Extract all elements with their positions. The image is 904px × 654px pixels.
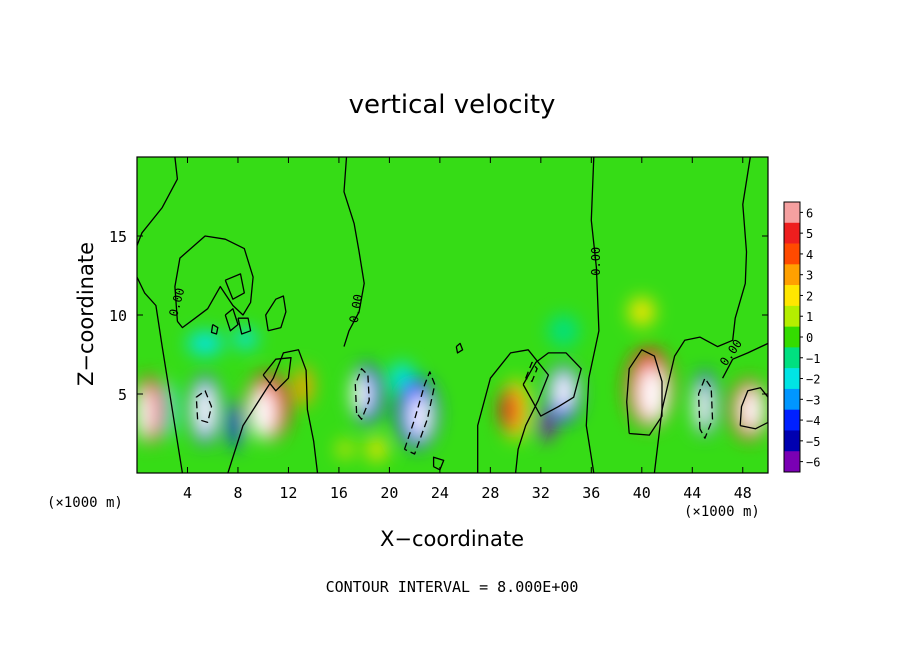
colorbar-label: 5	[806, 227, 813, 241]
heatmap-cell	[250, 387, 276, 439]
heatmap-cell	[538, 409, 554, 442]
colorbar-label: −2	[806, 373, 820, 387]
contour-line	[224, 308, 239, 332]
x-tick-label: 32	[532, 484, 550, 502]
contour-line	[354, 368, 370, 420]
contour-line	[137, 276, 184, 473]
y-tick-label: 5	[118, 386, 127, 404]
colorbar-label: −3	[806, 393, 820, 407]
contour-line	[722, 342, 768, 379]
contour-line	[343, 157, 365, 347]
x-tick-label: 36	[582, 484, 600, 502]
colorbar-swatch	[784, 264, 800, 286]
colorbar-label: −5	[806, 435, 820, 449]
heatmap-cell	[234, 328, 257, 349]
colorbar-label: 3	[806, 269, 813, 283]
x-tick-label: 8	[233, 484, 242, 502]
contour-line	[739, 387, 768, 430]
x-unit-right: (×1000 m)	[684, 504, 760, 520]
heatmap-cell	[696, 382, 712, 431]
contour-line	[195, 390, 213, 424]
contour-line	[210, 323, 219, 335]
colorbar-swatch	[784, 222, 800, 244]
contour-line	[525, 361, 538, 383]
x-tick-label: 4	[183, 484, 192, 502]
x-tick-label: 12	[279, 484, 297, 502]
contour-line	[262, 357, 292, 392]
x-tick-label: 44	[683, 484, 701, 502]
contour-line	[653, 157, 751, 473]
colorbar-label: 1	[806, 310, 813, 324]
contour-line	[697, 377, 714, 439]
x-tick-label: 24	[431, 484, 449, 502]
colorbar-swatch	[784, 430, 800, 452]
heatmap-cell	[367, 437, 387, 462]
colorbar-label: −4	[806, 414, 820, 428]
heatmap-cell	[638, 366, 666, 422]
x-tick-label: 20	[380, 484, 398, 502]
x-axis-ticks: 4 8 12 16 20 24 28 32 36 40 44 48	[183, 157, 752, 502]
heatmap-cell	[294, 366, 313, 406]
heatmap-cell	[548, 315, 579, 347]
contour-line	[522, 352, 582, 417]
heatmap-cell	[229, 401, 242, 450]
heatmap-cell	[629, 297, 655, 327]
x-unit-left: (×1000 m)	[47, 495, 123, 511]
heatmap-cell	[137, 386, 153, 440]
colorbar-label: 2	[806, 289, 813, 303]
chart-title: vertical velocity	[349, 90, 556, 120]
colorbar: 6 5 4 3 2 1 0 −1 −2 −3 −4 −5 −6	[783, 201, 820, 473]
contour-line	[224, 273, 245, 300]
colorbar-swatch	[784, 388, 800, 410]
colorbar-label: −1	[806, 352, 820, 366]
colorbar-swatch	[784, 451, 800, 473]
contour-line	[265, 295, 287, 332]
y-tick-label: 15	[109, 228, 127, 246]
heatmap-cell	[500, 386, 521, 434]
colorbar-swatch	[784, 285, 800, 307]
heatmap-cell	[187, 331, 223, 356]
colorbar-swatch	[784, 305, 800, 327]
x-tick-label: 16	[330, 484, 348, 502]
heatmap-cell	[195, 383, 216, 436]
colorbar-swatch	[784, 347, 800, 369]
contour-label: 0.00	[347, 293, 366, 324]
colorbar-label: 4	[806, 248, 813, 262]
x-tick-label: 28	[481, 484, 499, 502]
heatmap-cell	[352, 374, 371, 414]
contour-line	[626, 349, 663, 436]
contour-label: 0.00	[589, 247, 603, 276]
colorbar-swatch	[784, 202, 800, 224]
heatmap-layer	[137, 157, 768, 473]
contour-line	[477, 349, 550, 473]
heatmap-cell	[337, 441, 353, 458]
x-tick-label: 40	[633, 484, 651, 502]
colorbar-label: 0	[806, 331, 813, 345]
colorbar-swatch	[784, 243, 800, 265]
x-axis-label: X−coordinate	[380, 527, 524, 551]
y-tick-label: 10	[109, 307, 127, 325]
heatmap-cell	[740, 388, 763, 432]
colorbar-swatch	[784, 409, 800, 431]
colorbar-label: −6	[806, 456, 820, 470]
colorbar-swatch	[784, 368, 800, 390]
x-tick-label: 48	[734, 484, 752, 502]
contour-line	[455, 342, 464, 354]
contour-line	[403, 371, 436, 455]
contour-line	[174, 235, 254, 329]
colorbar-label: 6	[806, 206, 813, 220]
y-axis-ticks: 5 10 15	[109, 228, 768, 404]
y-axis-label: Z−coordinate	[74, 242, 98, 386]
contour-line	[137, 157, 179, 246]
contour-line	[585, 157, 600, 473]
contour-line	[237, 317, 252, 335]
contour-line	[432, 456, 445, 471]
contour-line	[227, 349, 319, 473]
contour-interval-note: CONTOUR INTERVAL = 8.000E+00	[326, 578, 579, 596]
colorbar-swatch	[784, 326, 800, 348]
